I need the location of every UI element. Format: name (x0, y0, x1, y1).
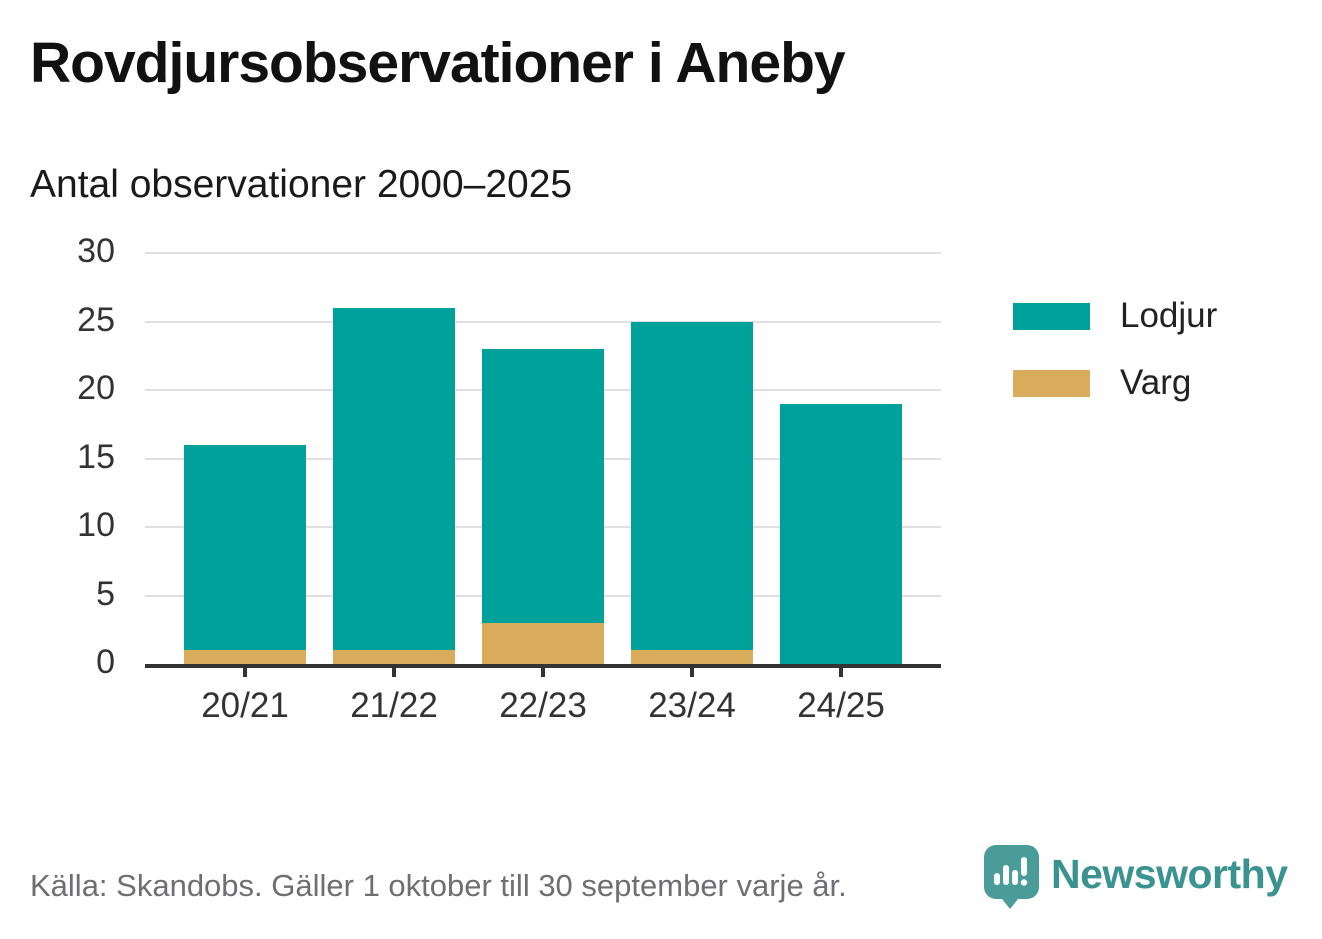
x-tick-label-21-22: 21/22 (350, 686, 438, 725)
bar-20-21-lodjur (184, 444, 306, 651)
legend-swatch-lodjur (1013, 302, 1090, 330)
x-tick (541, 664, 545, 677)
y-tick-label: 15 (77, 437, 115, 476)
bar-23-24-lodjur (631, 321, 753, 651)
gridline-25 (145, 320, 941, 323)
y-tick-label: 5 (96, 574, 115, 613)
brand-area: Newsworthy (984, 845, 1288, 909)
y-tick-label: 0 (96, 643, 115, 681)
bar-24-25-lodjur (780, 403, 902, 664)
x-tick-label-20-21: 20/21 (201, 686, 289, 725)
chart-legend: Lodjur Varg (1013, 296, 1217, 430)
source-note: Källa: Skandobs. Gäller 1 oktober till 3… (30, 868, 847, 903)
x-tick-label-22-23: 22/23 (499, 686, 587, 725)
plot-area (145, 252, 941, 668)
y-axis-labels: 0 5 10 15 20 25 30 (0, 234, 115, 679)
page-title: Rovdjursobservationer i Aneby (30, 31, 846, 95)
x-tick (392, 664, 396, 677)
legend-item-varg: Varg (1013, 363, 1217, 403)
brand-wordmark: Newsworthy (1051, 851, 1288, 897)
x-tick-label-23-24: 23/24 (648, 686, 736, 725)
y-tick-label: 30 (77, 232, 115, 270)
gridline-30 (145, 252, 941, 254)
x-tick-label-24-25: 24/25 (797, 686, 885, 725)
x-tick (690, 664, 694, 677)
chart-subtitle: Antal observationer 2000–2025 (30, 163, 573, 206)
legend-swatch-varg (1013, 369, 1090, 397)
y-tick-label: 10 (77, 506, 115, 544)
bar-21-22-varg (333, 650, 455, 664)
legend-item-lodjur: Lodjur (1013, 296, 1217, 336)
legend-label-lodjur: Lodjur (1120, 296, 1218, 335)
legend-label-varg: Varg (1120, 363, 1192, 402)
y-tick-label: 20 (77, 369, 115, 407)
x-tick (839, 664, 843, 677)
bar-21-22-lodjur (333, 307, 455, 651)
x-tick (243, 664, 247, 677)
bar-20-21-varg (184, 650, 306, 664)
y-tick-label: 25 (77, 300, 115, 339)
newsworthy-logo-icon (984, 845, 1039, 909)
bar-22-23-varg (482, 622, 604, 664)
bar-23-24-varg (631, 650, 753, 664)
bar-22-23-lodjur (482, 348, 604, 623)
